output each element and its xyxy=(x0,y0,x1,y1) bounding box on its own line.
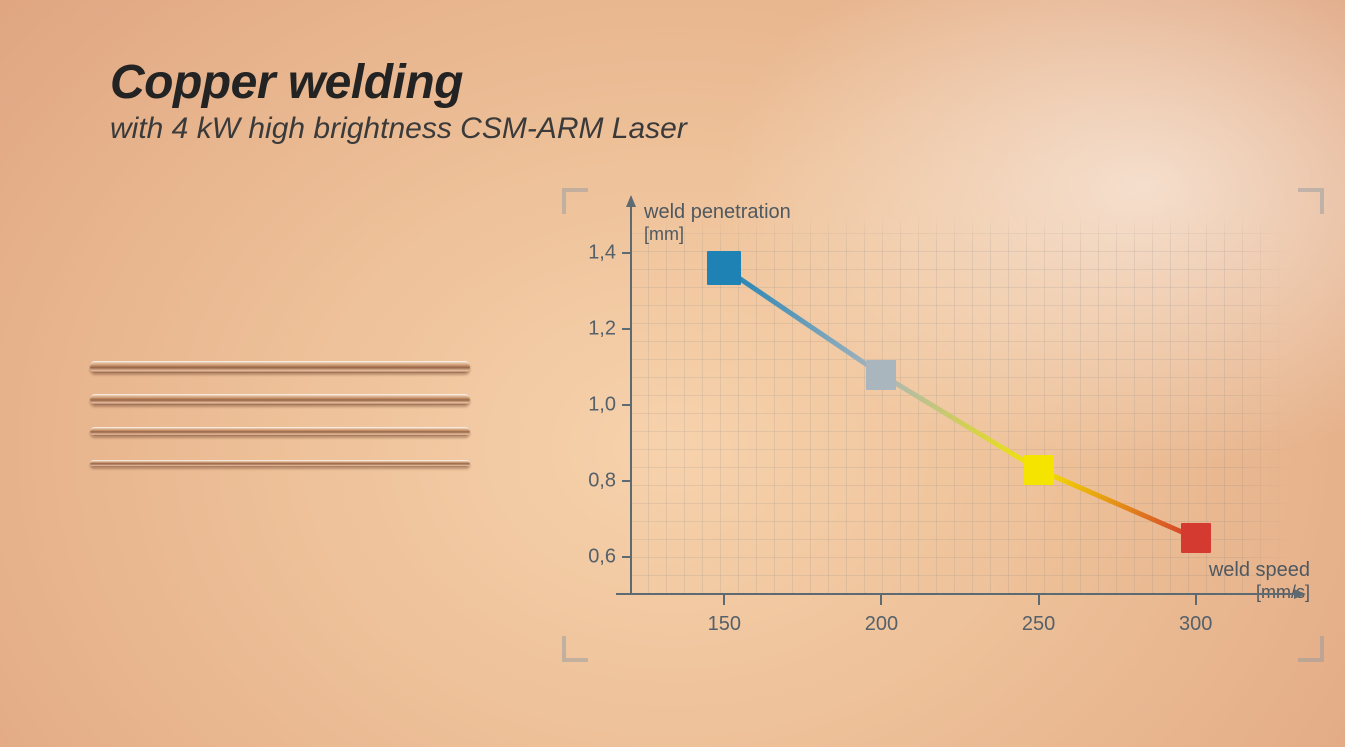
x-tick-label: 250 xyxy=(1022,613,1055,636)
y-tick-mark xyxy=(622,328,630,330)
chart-line-segment xyxy=(724,268,881,374)
title-main: Copper welding xyxy=(110,55,687,110)
x-tick-mark xyxy=(1038,595,1040,605)
y-tick-label: 0,6 xyxy=(588,546,616,569)
chart-line-segment xyxy=(881,375,1038,470)
x-tick-mark xyxy=(723,595,725,605)
title-sub: with 4 kW high brightness CSM-ARM Laser xyxy=(110,112,687,146)
y-tick-mark xyxy=(622,252,630,254)
weld-strip-3 xyxy=(90,427,470,436)
y-tick-label: 1,0 xyxy=(588,394,616,417)
y-tick-mark xyxy=(622,556,630,558)
sample-row xyxy=(90,360,480,374)
y-tick-mark xyxy=(622,404,630,406)
x-tick-label: 300 xyxy=(1179,613,1212,636)
x-tick-mark xyxy=(1195,595,1197,605)
weld-strip-1 xyxy=(90,361,470,373)
chart: weld penetration [mm] weld speed [mm/s] … xyxy=(570,195,1310,655)
sample-row xyxy=(90,392,480,406)
chart-marker xyxy=(1181,523,1211,553)
weld-strip-2 xyxy=(90,394,470,405)
x-tick-label: 200 xyxy=(865,613,898,636)
sample-row xyxy=(90,424,480,438)
chart-marker xyxy=(1024,455,1054,485)
y-tick-label: 1,4 xyxy=(588,242,616,265)
x-tick-mark xyxy=(880,595,882,605)
weld-strip-4 xyxy=(90,460,470,467)
chart-line-segment xyxy=(1039,470,1196,538)
chart-marker xyxy=(707,251,741,285)
plot-area: 0,60,81,01,21,4150200250300 xyxy=(630,215,1290,595)
title-block: Copper welding with 4 kW high brightness… xyxy=(110,55,687,146)
chart-marker xyxy=(866,360,896,390)
y-tick-mark xyxy=(622,480,630,482)
weld-samples xyxy=(90,360,480,488)
y-tick-label: 1,2 xyxy=(588,318,616,341)
x-tick-label: 150 xyxy=(708,613,741,636)
sample-row xyxy=(90,456,480,470)
y-tick-label: 0,8 xyxy=(588,470,616,493)
